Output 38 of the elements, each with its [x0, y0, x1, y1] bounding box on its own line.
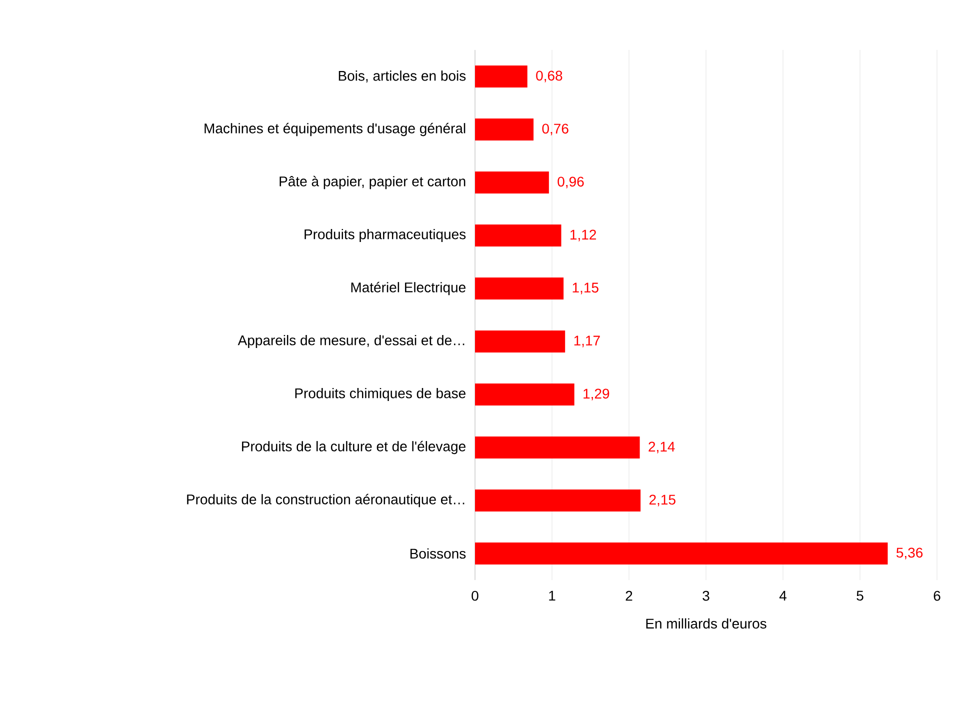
data-label: 2,15	[649, 494, 676, 506]
bar	[475, 118, 534, 141]
y-tick-label: Appareils de mesure, d'essai et de…	[238, 334, 464, 348]
bar	[475, 384, 574, 406]
bar	[475, 542, 888, 565]
y-tick-label: Produits de la culture et de l'élevage	[242, 440, 466, 454]
x-tick-label: 1	[549, 590, 556, 601]
x-axis-title: En milliards d'euros	[646, 618, 766, 629]
y-tick-label: Pâte à papier, papier et carton	[280, 176, 466, 190]
y-tick-label: Produits pharmaceutiques	[304, 228, 466, 242]
data-label: 5,36	[896, 548, 923, 560]
x-tick-label: 3	[702, 590, 710, 601]
y-tick-label: Produits chimiques de base	[295, 388, 466, 402]
x-tick-label: 2	[626, 590, 632, 601]
data-label: 1,12	[570, 230, 596, 242]
bar	[475, 278, 564, 300]
bar	[475, 436, 640, 459]
y-tick-label: Machines et équipements d'usage général	[204, 122, 466, 136]
data-label: 0,96	[558, 176, 584, 188]
x-tick-label: 6	[934, 590, 940, 601]
bar	[475, 330, 566, 353]
y-tick-label: Produits de la construction aéronautique et…	[187, 494, 464, 508]
y-tick-label: Bois, articles en bois	[338, 70, 466, 82]
bar	[475, 490, 641, 512]
y-tick-label: Matériel Electrique	[351, 282, 466, 296]
x-tick-label: 0	[472, 590, 478, 601]
x-tick-label: 4	[779, 590, 786, 601]
y-tick-label: Boissons	[410, 548, 466, 559]
data-label: 2,14	[648, 442, 675, 454]
data-label: 1,29	[584, 388, 610, 400]
bar	[475, 224, 562, 247]
data-label: 1,17	[574, 336, 600, 348]
bar	[475, 172, 549, 194]
bar	[475, 66, 528, 88]
data-label: 0,76	[542, 124, 568, 136]
x-tick-label: 5	[856, 590, 864, 601]
data-label: 1,15	[572, 282, 598, 294]
data-label: 0,68	[536, 70, 562, 82]
